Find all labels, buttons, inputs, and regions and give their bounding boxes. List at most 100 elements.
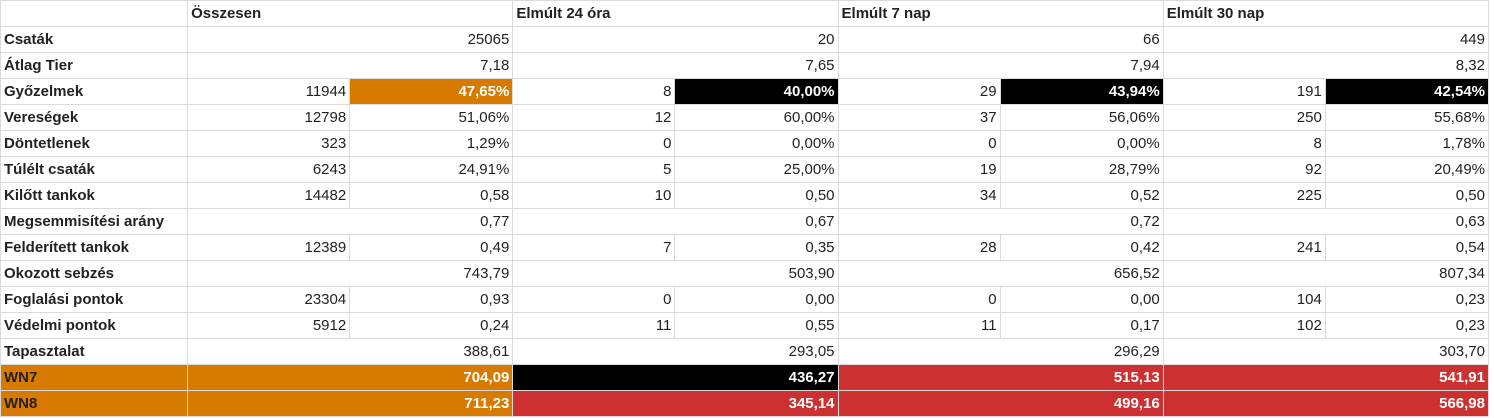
value-cell[interactable]: 0,77 (187, 208, 514, 235)
value-cell[interactable]: 1,29% (349, 130, 514, 157)
count-cell[interactable]: 14482 (187, 182, 351, 209)
count-cell[interactable]: 19 (837, 156, 1001, 183)
highlight-cell[interactable]: 40,00% (674, 78, 839, 105)
row-label[interactable]: Döntetlenek (0, 130, 189, 157)
count-cell[interactable]: 0 (837, 286, 1001, 313)
row-label[interactable]: Kilőtt tankok (0, 182, 189, 209)
value-cell[interactable]: 20,49% (1324, 156, 1490, 183)
header-osszesen[interactable]: Összesen (187, 0, 514, 27)
count-cell[interactable]: 7 (512, 234, 676, 261)
value-cell[interactable]: 0,63 (1162, 208, 1490, 235)
value-cell[interactable]: 303,70 (1162, 338, 1490, 365)
row-label[interactable]: WN8 (0, 390, 189, 417)
value-cell[interactable]: 0,55 (674, 312, 839, 339)
rating-cell[interactable]: 711,23 (187, 390, 514, 417)
count-cell[interactable]: 11 (837, 312, 1001, 339)
value-cell[interactable]: 0,93 (349, 286, 514, 313)
value-cell[interactable]: 0,00 (674, 286, 839, 313)
highlight-cell[interactable]: 47,65% (349, 78, 514, 105)
value-cell[interactable]: 0,24 (349, 312, 514, 339)
count-cell[interactable]: 0 (837, 130, 1001, 157)
count-cell[interactable]: 104 (1162, 286, 1326, 313)
value-cell[interactable]: 449 (1162, 26, 1490, 53)
count-cell[interactable]: 191 (1162, 78, 1326, 105)
value-cell[interactable]: 0,52 (999, 182, 1164, 209)
row-label[interactable]: Megsemmisítési arány (0, 208, 189, 235)
count-cell[interactable]: 12798 (187, 104, 351, 131)
rating-cell[interactable]: 515,13 (837, 364, 1164, 391)
value-cell[interactable]: 28,79% (999, 156, 1164, 183)
count-cell[interactable]: 34 (837, 182, 1001, 209)
value-cell[interactable]: 55,68% (1324, 104, 1490, 131)
value-cell[interactable]: 0,42 (999, 234, 1164, 261)
highlight-cell[interactable]: 43,94% (999, 78, 1164, 105)
value-cell[interactable]: 503,90 (512, 260, 839, 287)
value-cell[interactable]: 296,29 (837, 338, 1164, 365)
count-cell[interactable]: 28 (837, 234, 1001, 261)
value-cell[interactable]: 7,65 (512, 52, 839, 79)
count-cell[interactable]: 225 (1162, 182, 1326, 209)
value-cell[interactable]: 0,35 (674, 234, 839, 261)
value-cell[interactable]: 0,23 (1324, 286, 1490, 313)
count-cell[interactable]: 8 (1162, 130, 1326, 157)
row-label[interactable]: Okozott sebzés (0, 260, 189, 287)
count-cell[interactable]: 37 (837, 104, 1001, 131)
row-label[interactable]: Felderített tankok (0, 234, 189, 261)
rating-cell[interactable]: 345,14 (512, 390, 839, 417)
value-cell[interactable]: 0,67 (512, 208, 839, 235)
value-cell[interactable]: 0,23 (1324, 312, 1490, 339)
value-cell[interactable]: 0,00% (674, 130, 839, 157)
count-cell[interactable]: 250 (1162, 104, 1326, 131)
rating-cell[interactable]: 436,27 (512, 364, 839, 391)
count-cell[interactable]: 102 (1162, 312, 1326, 339)
value-cell[interactable]: 1,78% (1324, 130, 1490, 157)
value-cell[interactable]: 25,00% (674, 156, 839, 183)
value-cell[interactable]: 60,00% (674, 104, 839, 131)
rating-cell[interactable]: 566,98 (1162, 390, 1490, 417)
count-cell[interactable]: 8 (512, 78, 676, 105)
count-cell[interactable]: 11944 (187, 78, 351, 105)
header-7-nap[interactable]: Elmúlt 7 nap (837, 0, 1164, 27)
value-cell[interactable]: 0,50 (1324, 182, 1490, 209)
value-cell[interactable]: 56,06% (999, 104, 1164, 131)
value-cell[interactable]: 0,00 (999, 286, 1164, 313)
count-cell[interactable]: 29 (837, 78, 1001, 105)
value-cell[interactable]: 7,94 (837, 52, 1164, 79)
value-cell[interactable]: 66 (837, 26, 1164, 53)
row-label[interactable]: Védelmi pontok (0, 312, 189, 339)
row-label[interactable]: WN7 (0, 364, 189, 391)
value-cell[interactable]: 293,05 (512, 338, 839, 365)
value-cell[interactable]: 24,91% (349, 156, 514, 183)
count-cell[interactable]: 5912 (187, 312, 351, 339)
value-cell[interactable]: 20 (512, 26, 839, 53)
row-label[interactable]: Túlélt csaták (0, 156, 189, 183)
value-cell[interactable]: 7,18 (187, 52, 514, 79)
row-label[interactable]: Csaták (0, 26, 189, 53)
value-cell[interactable]: 807,34 (1162, 260, 1490, 287)
row-label[interactable]: Tapasztalat (0, 338, 189, 365)
value-cell[interactable]: 0,50 (674, 182, 839, 209)
count-cell[interactable]: 12389 (187, 234, 351, 261)
value-cell[interactable]: 25065 (187, 26, 514, 53)
value-cell[interactable]: 0,54 (1324, 234, 1490, 261)
value-cell[interactable]: 0,00% (999, 130, 1164, 157)
rating-cell[interactable]: 704,09 (187, 364, 514, 391)
count-cell[interactable]: 23304 (187, 286, 351, 313)
value-cell[interactable]: 8,32 (1162, 52, 1490, 79)
row-label[interactable]: Foglalási pontok (0, 286, 189, 313)
count-cell[interactable]: 92 (1162, 156, 1326, 183)
count-cell[interactable]: 241 (1162, 234, 1326, 261)
count-cell[interactable]: 10 (512, 182, 676, 209)
count-cell[interactable]: 12 (512, 104, 676, 131)
count-cell[interactable]: 0 (512, 130, 676, 157)
row-label[interactable]: Győzelmek (0, 78, 189, 105)
value-cell[interactable]: 656,52 (837, 260, 1164, 287)
value-cell[interactable]: 51,06% (349, 104, 514, 131)
value-cell[interactable]: 388,61 (187, 338, 514, 365)
value-cell[interactable]: 743,79 (187, 260, 514, 287)
count-cell[interactable]: 323 (187, 130, 351, 157)
rating-cell[interactable]: 499,16 (837, 390, 1164, 417)
rating-cell[interactable]: 541,91 (1162, 364, 1490, 391)
corner-cell[interactable] (0, 0, 189, 27)
count-cell[interactable]: 11 (512, 312, 676, 339)
